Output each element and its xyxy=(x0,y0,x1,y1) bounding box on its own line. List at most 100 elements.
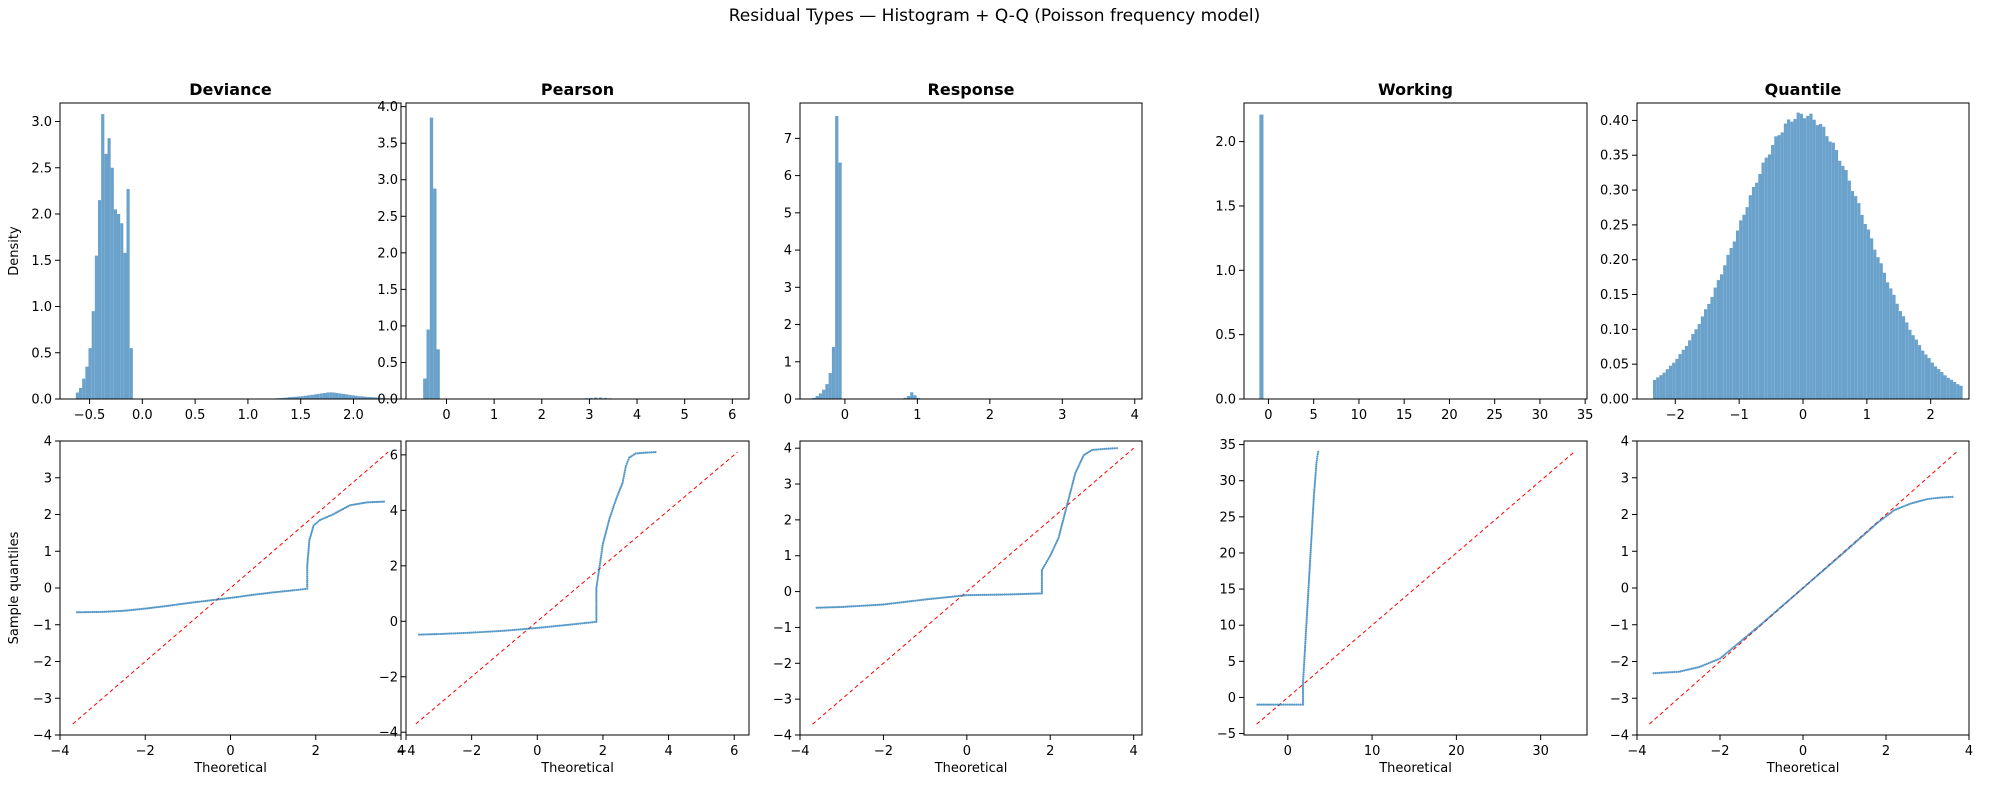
qq-point xyxy=(221,597,224,600)
qq-point xyxy=(177,603,180,606)
plot-area xyxy=(1259,114,1264,399)
x-tick-label: 2 xyxy=(1927,408,1935,423)
qq-point xyxy=(597,574,600,577)
qq-point xyxy=(380,500,384,503)
qq-point xyxy=(1893,508,1896,512)
x-tick-label: −2 xyxy=(1666,408,1685,423)
axes-frame xyxy=(1243,102,1588,400)
hist-bar xyxy=(370,397,374,399)
qq-point xyxy=(569,623,572,626)
qq-point xyxy=(1107,447,1110,450)
qq-point xyxy=(315,521,318,524)
qq-point xyxy=(1258,703,1261,706)
qq-point xyxy=(310,529,314,533)
qq-point xyxy=(1740,639,1743,642)
hist-bar xyxy=(1905,322,1909,399)
x-tick-label: 4 xyxy=(1130,744,1138,759)
qq-point xyxy=(1011,593,1014,596)
qq-point xyxy=(941,596,945,599)
qq-point xyxy=(1837,556,1840,559)
hist-bar xyxy=(1876,257,1880,399)
qq-point xyxy=(1307,580,1310,583)
qq-point xyxy=(329,514,333,517)
qq-point xyxy=(900,601,903,604)
reference-line xyxy=(72,451,389,725)
qq-point xyxy=(1652,672,1655,675)
x-axis-label: Theoretical xyxy=(934,761,1008,776)
hist-bar xyxy=(1713,287,1717,399)
qq-point xyxy=(1794,593,1797,596)
qq-point xyxy=(85,611,88,614)
qq-point xyxy=(1924,498,1927,501)
qq-point xyxy=(248,594,251,597)
qq-point xyxy=(1828,564,1831,567)
qq-point xyxy=(1873,524,1876,527)
qq-point xyxy=(1301,695,1305,698)
qq-point xyxy=(1309,553,1312,556)
qq-point xyxy=(1099,448,1102,451)
qq-point xyxy=(1766,617,1769,620)
x-tick-label: 2 xyxy=(986,408,994,423)
qq-point xyxy=(1889,511,1893,514)
qq-point xyxy=(1313,483,1316,487)
qq-point xyxy=(307,552,310,556)
qq-point xyxy=(1087,451,1090,454)
y-tick-label: −4 xyxy=(33,729,52,744)
qq-point xyxy=(1884,515,1888,518)
hist-bar xyxy=(1691,334,1695,399)
x-tick-label: 4 xyxy=(397,744,405,759)
qq-point xyxy=(1686,668,1690,671)
qq-point xyxy=(343,506,346,510)
y-tick-label: 0.0 xyxy=(377,393,398,408)
panel-hist-1: −0.5 0.0 0.5 1.0 1.5 2.0 0.0 0.5 1.0 1.5 2.0 2.5 3.0… xyxy=(7,80,402,423)
qq-point xyxy=(345,506,348,509)
hist-bar xyxy=(1879,263,1883,399)
qq-point xyxy=(554,624,557,628)
qq-point xyxy=(306,577,309,580)
qq-point xyxy=(926,598,929,601)
qq-point xyxy=(1698,665,1701,669)
qq-point xyxy=(140,607,143,611)
qq-point xyxy=(456,632,459,635)
qq-point xyxy=(379,500,382,503)
qq-point xyxy=(1073,474,1076,477)
qq-point xyxy=(1783,602,1786,606)
qq-point xyxy=(523,627,527,631)
hist-bar xyxy=(598,397,603,399)
y-tick-label: 1 xyxy=(44,545,52,560)
qq-point xyxy=(515,628,518,631)
qq-point xyxy=(1005,593,1008,596)
qq-point xyxy=(375,500,378,504)
qq-point xyxy=(1761,621,1765,624)
qq-point xyxy=(626,460,629,463)
qq-point xyxy=(1735,643,1739,646)
y-tick-label: 0.15 xyxy=(1600,288,1629,303)
y-tick-label: 0.5 xyxy=(377,356,398,371)
qq-point xyxy=(1079,461,1082,464)
hist-bar xyxy=(1684,345,1689,399)
qq-point xyxy=(595,606,598,610)
qq-point xyxy=(530,627,533,630)
qq-point xyxy=(1304,640,1307,643)
qq-point xyxy=(850,605,853,608)
qq-point xyxy=(1067,496,1070,500)
qq-point xyxy=(1278,703,1281,706)
qq-point xyxy=(612,503,616,507)
hist-bar xyxy=(379,397,384,399)
qq-point xyxy=(1276,703,1279,706)
x-tick-label: 0 xyxy=(442,408,450,423)
qq-point xyxy=(961,594,964,597)
qq-point xyxy=(1694,666,1697,669)
qq-point xyxy=(1755,626,1758,629)
qq-point xyxy=(1313,481,1316,485)
y-tick-label: 1 xyxy=(784,355,792,370)
qq-point xyxy=(1260,703,1263,706)
qq-point xyxy=(832,606,836,609)
qq-point xyxy=(270,591,273,594)
y-tick-label: 2 xyxy=(784,513,792,528)
qq-point xyxy=(1301,691,1305,694)
qq-point xyxy=(252,593,255,596)
qq-point xyxy=(484,630,488,633)
qq-point xyxy=(910,600,913,603)
qq-point xyxy=(1054,543,1057,547)
